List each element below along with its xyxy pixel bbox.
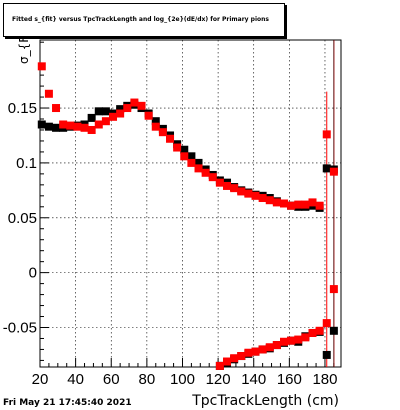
data-point bbox=[52, 104, 61, 113]
data-point bbox=[329, 326, 338, 335]
data-point bbox=[208, 173, 217, 182]
x-tick-label: 160 bbox=[277, 371, 302, 388]
x-tick-label: 100 bbox=[170, 371, 195, 388]
data-point bbox=[194, 158, 203, 167]
data-point bbox=[301, 333, 310, 342]
data-point bbox=[116, 105, 125, 114]
data-point bbox=[287, 201, 296, 210]
data-point bbox=[301, 200, 310, 209]
y-tick-label: -0.05 bbox=[3, 319, 37, 336]
data-point bbox=[94, 107, 103, 116]
data-point bbox=[201, 168, 210, 177]
data-point bbox=[87, 113, 96, 122]
data-point bbox=[187, 158, 196, 167]
data-point bbox=[187, 152, 196, 161]
chart-title: Fitted s_{fit} versus TpcTrackLength and… bbox=[12, 16, 269, 23]
data-point bbox=[287, 336, 296, 345]
data-point bbox=[315, 326, 324, 335]
x-tick-label: 60 bbox=[103, 371, 120, 388]
data-point bbox=[308, 328, 317, 337]
x-tick-label: 120 bbox=[206, 371, 231, 388]
data-point bbox=[109, 112, 118, 121]
x-tick-label: 140 bbox=[241, 371, 266, 388]
data-point bbox=[37, 62, 46, 71]
data-point bbox=[322, 130, 331, 139]
data-point bbox=[280, 337, 289, 346]
data-point bbox=[44, 122, 53, 131]
data-point bbox=[180, 152, 189, 161]
data-point bbox=[52, 123, 61, 132]
y-tick-label: 0 bbox=[29, 265, 37, 282]
data-point bbox=[251, 347, 260, 356]
data-point bbox=[230, 184, 239, 193]
timestamp: Fri May 21 17:45:40 2021 bbox=[3, 398, 132, 408]
data-point bbox=[251, 191, 260, 200]
data-point bbox=[322, 350, 331, 359]
data-point bbox=[101, 107, 110, 116]
data-point bbox=[173, 143, 182, 152]
data-point bbox=[258, 345, 267, 354]
error-bars bbox=[326, 40, 335, 367]
data-point bbox=[158, 128, 167, 137]
data-point bbox=[230, 354, 239, 363]
y-tick-label: 0.15 bbox=[8, 100, 37, 117]
data-point bbox=[280, 199, 289, 208]
data-point bbox=[66, 121, 75, 130]
x-tick-label: 80 bbox=[139, 371, 156, 388]
x-axis-label: TpcTrackLength (cm) bbox=[191, 393, 339, 409]
data-point bbox=[37, 120, 46, 129]
data-point bbox=[258, 194, 267, 203]
data-point bbox=[237, 352, 246, 361]
x-tick-label: 40 bbox=[67, 371, 84, 388]
data-point bbox=[73, 122, 82, 131]
plot-frame bbox=[39, 39, 342, 368]
data-point bbox=[272, 198, 281, 207]
data-point bbox=[59, 120, 68, 129]
data-point bbox=[265, 343, 274, 352]
data-point bbox=[223, 357, 232, 366]
data-point bbox=[322, 319, 331, 328]
data-point bbox=[44, 89, 53, 98]
data-point bbox=[272, 341, 281, 350]
data-point bbox=[329, 285, 338, 294]
data-point bbox=[265, 196, 274, 205]
data-point bbox=[244, 348, 253, 357]
data-point bbox=[244, 189, 253, 198]
data-point bbox=[123, 104, 132, 113]
grid bbox=[40, 40, 341, 367]
data-point bbox=[151, 122, 160, 131]
data-point bbox=[223, 181, 232, 190]
data-point bbox=[322, 164, 331, 173]
title-box: Fitted s_{fit} versus TpcTrackLength and… bbox=[3, 3, 285, 37]
data-point bbox=[137, 101, 146, 110]
y-tick-label: 0.1 bbox=[16, 155, 37, 172]
data-point bbox=[329, 167, 338, 176]
data-point bbox=[80, 123, 89, 132]
data-point bbox=[116, 109, 125, 118]
data-point bbox=[237, 187, 246, 196]
data-point bbox=[194, 164, 203, 173]
data-point bbox=[101, 117, 110, 126]
data-point bbox=[294, 335, 303, 344]
data-point bbox=[308, 198, 317, 207]
data-point bbox=[87, 125, 96, 134]
data-point bbox=[215, 361, 224, 370]
data-point bbox=[294, 200, 303, 209]
data-point bbox=[151, 117, 160, 126]
data-point bbox=[130, 98, 139, 107]
data-point bbox=[180, 145, 189, 154]
y-tick-label: 0.05 bbox=[8, 210, 37, 227]
data-point bbox=[315, 201, 324, 210]
x-tick-label: 20 bbox=[32, 371, 49, 388]
data-point bbox=[166, 134, 175, 143]
tick-labels: 20 40 60 80 100 120 140 160 180 -0.05 0 0.05 0.1 0.15 bbox=[3, 100, 338, 388]
data-point bbox=[144, 111, 153, 120]
data-point bbox=[94, 120, 103, 129]
data-point bbox=[215, 178, 224, 187]
data-points bbox=[37, 62, 338, 370]
x-tick-label: 180 bbox=[312, 371, 337, 388]
